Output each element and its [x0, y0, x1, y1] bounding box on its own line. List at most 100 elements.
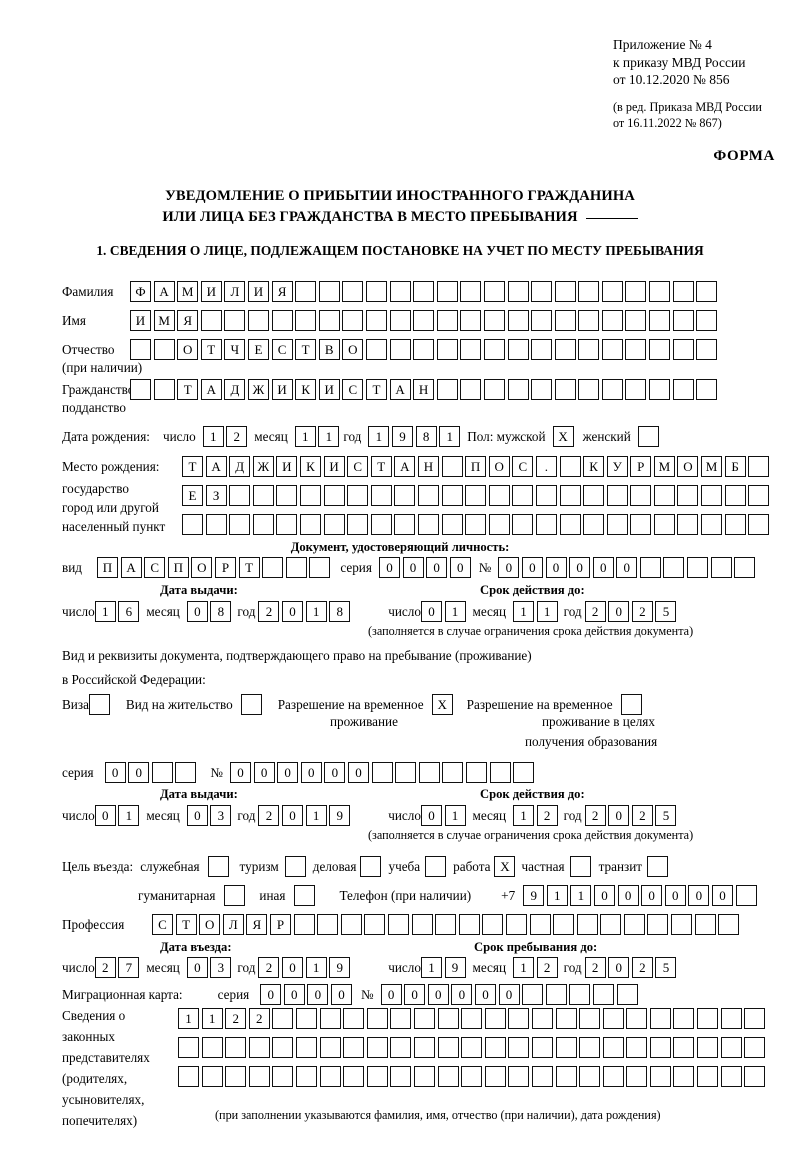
char-cell[interactable]	[555, 1037, 577, 1058]
char-cell[interactable]	[295, 1037, 317, 1058]
char-cell[interactable]	[513, 762, 535, 783]
char-cell[interactable]: 3	[210, 957, 232, 978]
purpose-private-checkbox[interactable]	[569, 856, 591, 877]
char-cell[interactable]	[626, 1066, 648, 1087]
char-cell[interactable]	[625, 379, 647, 400]
char-cell[interactable]	[630, 485, 652, 506]
char-cell[interactable]: 2	[584, 601, 606, 622]
char-cell[interactable]	[488, 485, 510, 506]
char-cell[interactable]: И	[276, 456, 298, 477]
char-cell[interactable]	[535, 485, 557, 506]
char-cell[interactable]: Л	[224, 281, 246, 302]
char-cell[interactable]	[569, 984, 591, 1005]
char-cell[interactable]	[531, 310, 553, 331]
char-cell[interactable]	[365, 310, 387, 331]
char-cell[interactable]	[671, 914, 693, 935]
char-cell[interactable]: 1	[305, 601, 327, 622]
char-cell[interactable]	[531, 1066, 553, 1087]
char-cell[interactable]	[649, 379, 671, 400]
char-cell[interactable]: Л	[222, 914, 244, 935]
char-cell[interactable]	[484, 1037, 506, 1058]
char-cell[interactable]	[175, 762, 197, 783]
char-cell[interactable]: И	[271, 379, 293, 400]
char-cell[interactable]	[616, 984, 638, 1005]
char-cell[interactable]	[271, 310, 293, 331]
char-cell[interactable]	[606, 485, 628, 506]
char-cell[interactable]	[555, 1008, 577, 1029]
char-cell[interactable]	[531, 1008, 553, 1029]
char-cell[interactable]	[340, 914, 362, 935]
purpose-work-checkbox[interactable]: X	[494, 856, 516, 877]
char-cell[interactable]: 0	[608, 957, 630, 978]
char-cell[interactable]	[554, 310, 576, 331]
char-cell[interactable]	[673, 1066, 695, 1087]
char-cell[interactable]: 1	[118, 805, 140, 826]
char-cell[interactable]	[461, 1037, 483, 1058]
char-cell[interactable]	[395, 762, 417, 783]
char-cell[interactable]	[418, 762, 440, 783]
sex-male-checkbox[interactable]: X	[552, 426, 574, 447]
char-cell[interactable]: 5	[655, 601, 677, 622]
char-cell[interactable]: И	[318, 379, 340, 400]
char-cell[interactable]	[484, 1066, 506, 1087]
char-cell[interactable]	[531, 281, 553, 302]
char-cell[interactable]	[649, 310, 671, 331]
char-cell[interactable]	[505, 914, 527, 935]
char-cell[interactable]	[295, 310, 317, 331]
char-cell[interactable]: 9	[329, 805, 351, 826]
char-cell[interactable]: С	[152, 914, 173, 935]
char-cell[interactable]	[389, 339, 411, 360]
char-cell[interactable]	[318, 281, 340, 302]
char-cell[interactable]	[319, 1008, 341, 1029]
char-cell[interactable]	[460, 339, 482, 360]
char-cell[interactable]: Я	[246, 914, 268, 935]
char-cell[interactable]: 1	[294, 426, 316, 447]
char-cell[interactable]: 0	[260, 984, 282, 1005]
char-cell[interactable]: А	[389, 379, 411, 400]
char-cell[interactable]: 1	[202, 426, 224, 447]
char-cell[interactable]: 1	[513, 957, 535, 978]
char-cell[interactable]	[697, 1037, 719, 1058]
char-cell[interactable]	[508, 1066, 530, 1087]
char-cell[interactable]	[347, 514, 369, 535]
char-cell[interactable]: И	[130, 310, 151, 331]
char-cell[interactable]	[720, 1066, 742, 1087]
char-cell[interactable]: 1	[420, 957, 442, 978]
char-cell[interactable]	[672, 310, 694, 331]
char-cell[interactable]: Е	[247, 339, 269, 360]
purpose-tourism-checkbox[interactable]	[284, 856, 306, 877]
char-cell[interactable]: 0	[688, 885, 710, 906]
purpose-humanitarian-checkbox[interactable]	[224, 885, 246, 906]
char-cell[interactable]: К	[583, 456, 605, 477]
char-cell[interactable]: 2	[631, 601, 653, 622]
char-cell[interactable]	[389, 310, 411, 331]
char-cell[interactable]	[347, 485, 369, 506]
char-cell[interactable]	[701, 514, 723, 535]
char-cell[interactable]	[460, 310, 482, 331]
char-cell[interactable]	[389, 281, 411, 302]
char-cell[interactable]: 1	[178, 1008, 199, 1029]
char-cell[interactable]	[483, 281, 505, 302]
char-cell[interactable]: Т	[370, 456, 392, 477]
char-cell[interactable]: 0	[282, 805, 304, 826]
char-cell[interactable]: 0	[426, 557, 448, 578]
char-cell[interactable]: Ж	[252, 456, 274, 477]
char-cell[interactable]	[276, 485, 298, 506]
char-cell[interactable]: 1	[305, 957, 327, 978]
char-cell[interactable]: 2	[258, 805, 280, 826]
char-cell[interactable]	[413, 339, 435, 360]
char-cell[interactable]: А	[120, 557, 142, 578]
char-cell[interactable]	[602, 1037, 624, 1058]
option-visa-checkbox[interactable]	[88, 694, 110, 715]
char-cell[interactable]: 0	[186, 805, 208, 826]
char-cell[interactable]	[724, 485, 746, 506]
char-cell[interactable]	[364, 914, 386, 935]
char-cell[interactable]: 2	[248, 1008, 270, 1029]
char-cell[interactable]	[672, 339, 694, 360]
char-cell[interactable]: М	[653, 456, 675, 477]
